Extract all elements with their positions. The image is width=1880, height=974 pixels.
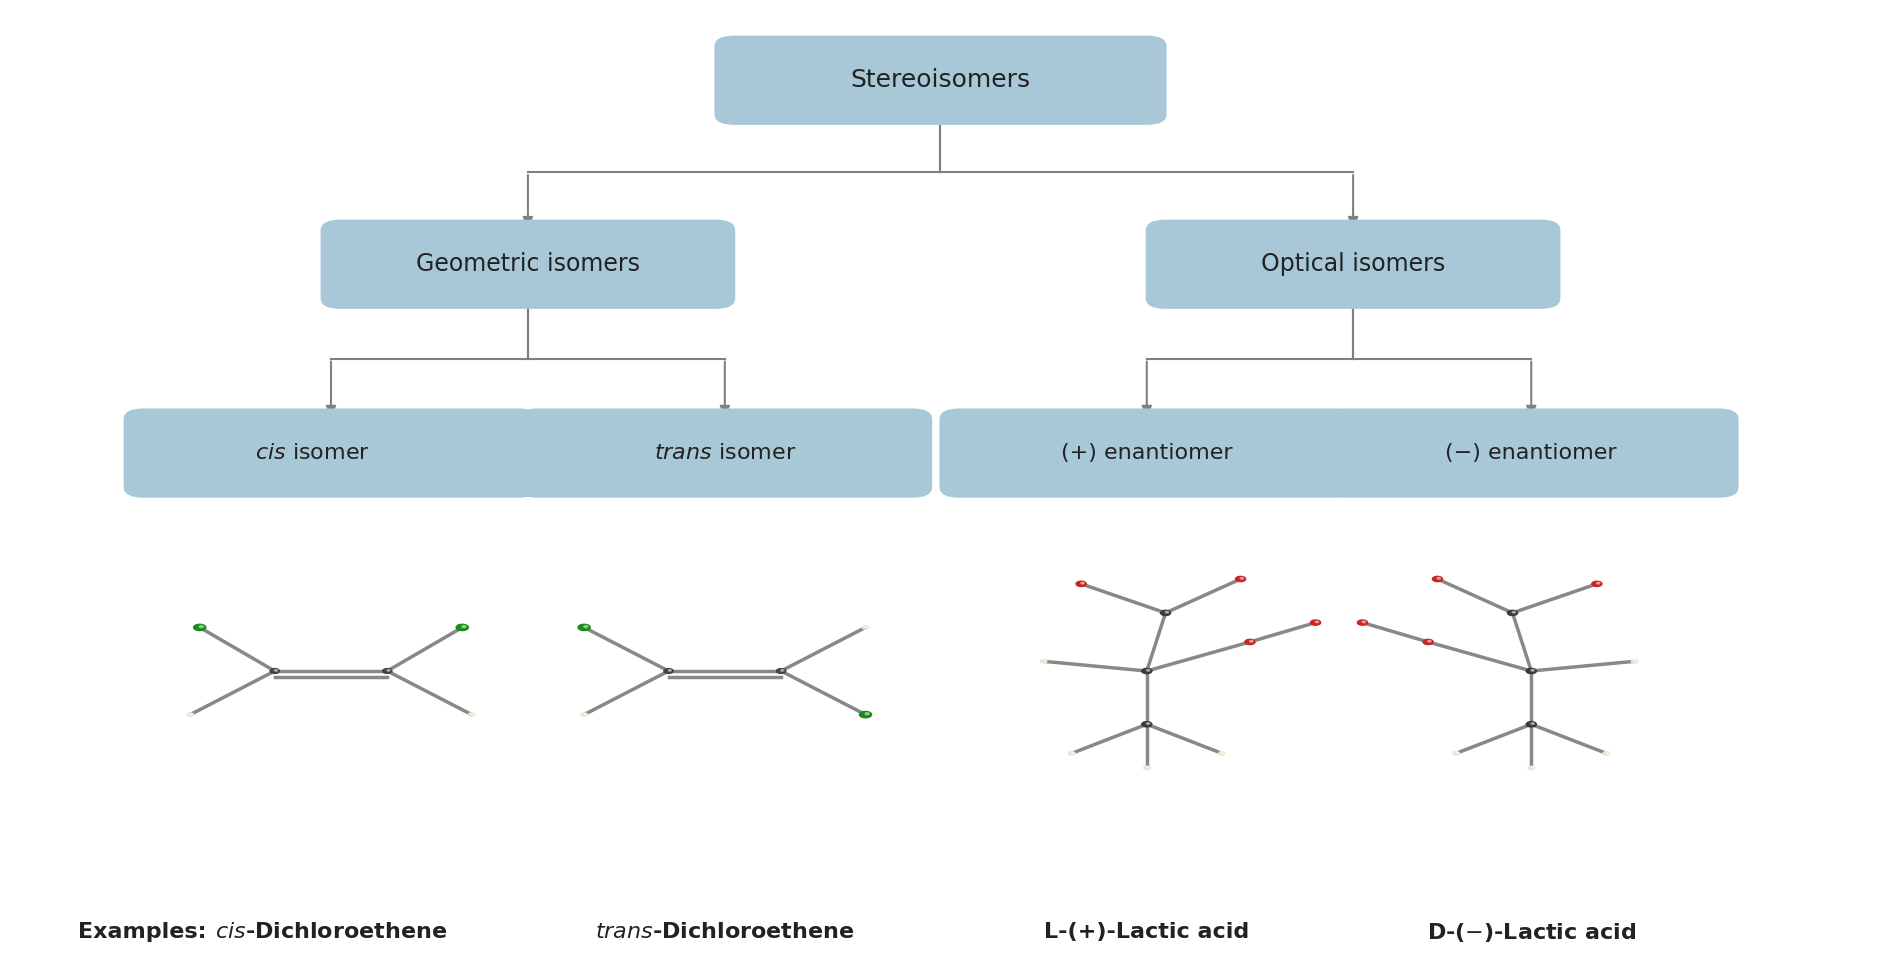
Circle shape xyxy=(780,669,784,671)
Text: Optical isomers: Optical isomers xyxy=(1260,252,1444,277)
FancyBboxPatch shape xyxy=(124,409,538,497)
Circle shape xyxy=(1530,767,1532,768)
Circle shape xyxy=(457,624,468,630)
Circle shape xyxy=(472,714,474,715)
Circle shape xyxy=(1530,723,1534,725)
Circle shape xyxy=(583,714,587,715)
Circle shape xyxy=(1081,582,1083,584)
Circle shape xyxy=(1043,660,1045,661)
Circle shape xyxy=(468,713,474,716)
Circle shape xyxy=(1433,577,1442,581)
Circle shape xyxy=(865,626,867,627)
Circle shape xyxy=(861,625,869,629)
Text: D-($-$)-Lactic acid: D-($-$)-Lactic acid xyxy=(1425,921,1636,944)
Text: $\it{cis}$ isomer: $\it{cis}$ isomer xyxy=(254,443,370,463)
Circle shape xyxy=(271,668,280,673)
Circle shape xyxy=(1630,659,1637,663)
Text: L-(+)-Lactic acid: L-(+)-Lactic acid xyxy=(1043,922,1248,943)
Circle shape xyxy=(667,669,671,671)
Circle shape xyxy=(1218,752,1224,755)
Circle shape xyxy=(1072,752,1073,754)
Circle shape xyxy=(1235,577,1245,581)
FancyBboxPatch shape xyxy=(940,409,1352,497)
Circle shape xyxy=(1164,612,1167,613)
Circle shape xyxy=(1147,767,1149,768)
Circle shape xyxy=(865,713,869,715)
Circle shape xyxy=(1590,581,1602,586)
Circle shape xyxy=(1314,621,1318,622)
Circle shape xyxy=(1451,752,1459,755)
Circle shape xyxy=(1530,669,1534,671)
Circle shape xyxy=(1143,767,1149,769)
Circle shape xyxy=(1310,620,1320,625)
FancyBboxPatch shape xyxy=(1324,409,1737,497)
Text: Geometric isomers: Geometric isomers xyxy=(415,252,639,277)
Circle shape xyxy=(776,668,786,673)
Circle shape xyxy=(1220,752,1224,754)
Text: (−) enantiomer: (−) enantiomer xyxy=(1444,443,1617,463)
Text: (+) enantiomer: (+) enantiomer xyxy=(1060,443,1231,463)
Circle shape xyxy=(1145,669,1149,671)
Circle shape xyxy=(1141,722,1151,727)
Circle shape xyxy=(1525,722,1536,727)
Circle shape xyxy=(1527,767,1534,769)
Circle shape xyxy=(1596,582,1600,584)
Circle shape xyxy=(581,713,587,716)
Circle shape xyxy=(1427,640,1431,642)
Text: $\it{cis}$-Dichloroethene: $\it{cis}$-Dichloroethene xyxy=(214,922,447,943)
Circle shape xyxy=(1506,611,1517,616)
Circle shape xyxy=(1040,659,1047,663)
Circle shape xyxy=(1141,668,1151,674)
Circle shape xyxy=(664,668,673,673)
Circle shape xyxy=(1512,612,1515,613)
Circle shape xyxy=(1602,752,1609,755)
FancyBboxPatch shape xyxy=(714,37,1166,124)
Circle shape xyxy=(462,625,466,627)
Circle shape xyxy=(1525,668,1536,674)
Circle shape xyxy=(190,714,192,715)
Circle shape xyxy=(1634,660,1636,661)
Circle shape xyxy=(199,625,203,627)
Text: Examples:: Examples: xyxy=(77,922,207,943)
Circle shape xyxy=(194,624,205,630)
Circle shape xyxy=(1245,639,1254,645)
Circle shape xyxy=(1436,578,1440,580)
Circle shape xyxy=(1068,752,1073,755)
FancyBboxPatch shape xyxy=(519,409,931,497)
Circle shape xyxy=(1606,752,1607,754)
Circle shape xyxy=(1075,581,1085,586)
Circle shape xyxy=(577,624,590,630)
Circle shape xyxy=(583,625,587,627)
Circle shape xyxy=(1239,578,1243,580)
Circle shape xyxy=(382,668,391,673)
Circle shape xyxy=(1357,620,1367,625)
FancyBboxPatch shape xyxy=(321,221,733,308)
Text: $\it{trans}$-Dichloroethene: $\it{trans}$-Dichloroethene xyxy=(594,922,854,943)
Circle shape xyxy=(387,669,389,671)
Circle shape xyxy=(1145,723,1149,725)
Circle shape xyxy=(1455,752,1457,754)
Circle shape xyxy=(1423,639,1433,645)
Text: Stereoisomers: Stereoisomers xyxy=(850,68,1030,93)
Text: $\it{trans}$ isomer: $\it{trans}$ isomer xyxy=(654,443,795,463)
FancyBboxPatch shape xyxy=(1147,221,1559,308)
Circle shape xyxy=(1160,611,1169,616)
Circle shape xyxy=(1361,621,1365,622)
Circle shape xyxy=(274,669,278,671)
Circle shape xyxy=(1248,640,1252,642)
Circle shape xyxy=(859,711,870,718)
Circle shape xyxy=(186,713,194,716)
